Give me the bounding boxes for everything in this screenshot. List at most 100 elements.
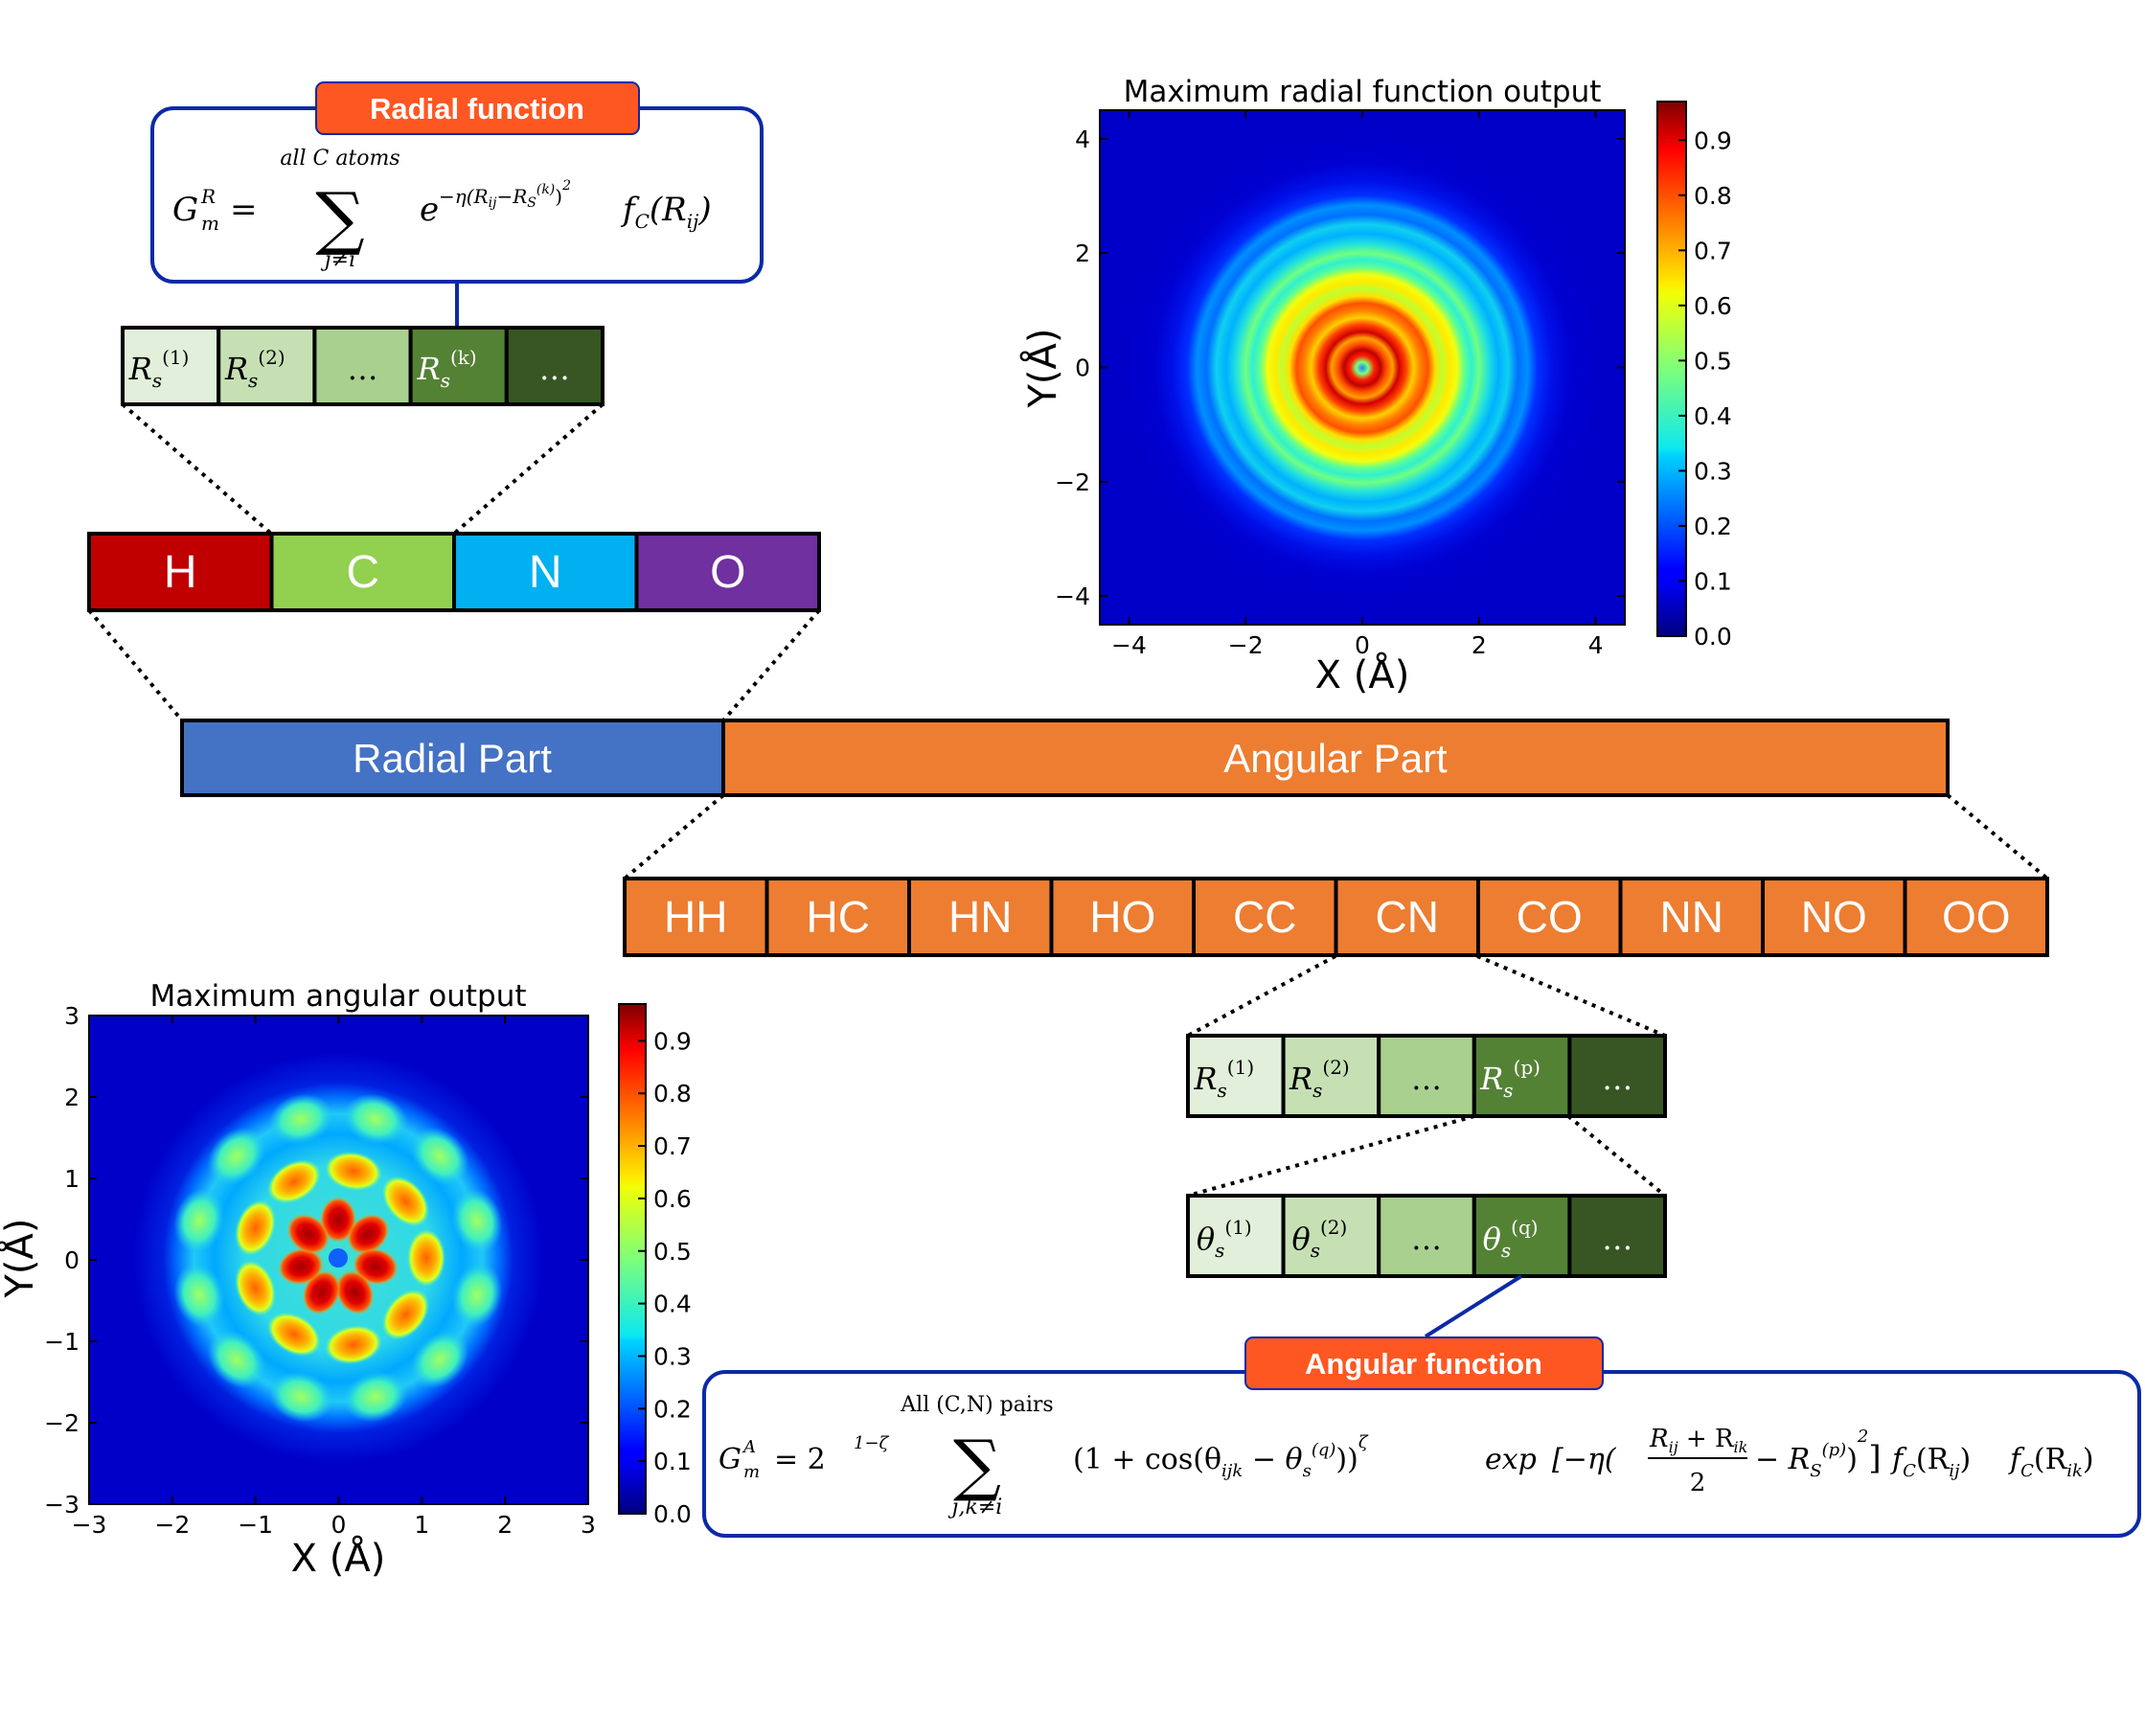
y-tick-label: 1 [64, 1165, 80, 1193]
angular-rs-cell-label: … [1411, 1061, 1442, 1097]
colorbar-tick-label: 0.5 [653, 1238, 692, 1266]
colorbar-tick-label: 0.6 [1694, 292, 1732, 320]
x-tick-label: 4 [1588, 631, 1604, 659]
angular-connector [1424, 1274, 1523, 1338]
x-tick-label: 3 [581, 1511, 596, 1539]
angular-rs-cell-label: Rs(p) [1479, 1056, 1540, 1102]
radial-chart-title: Maximum radial function output [1124, 75, 1602, 109]
angular-frac-num: Rij + Rik [1649, 1425, 1747, 1456]
y-tick-label: −1 [44, 1328, 80, 1356]
y-tick-label: 2 [1075, 240, 1090, 267]
colorbar-tick-label: 0.5 [1694, 347, 1732, 375]
pair-label: HH [664, 892, 727, 942]
angular-lhs: G [719, 1443, 742, 1476]
angular-rs-cell-label: Rs(2) [1289, 1056, 1350, 1102]
radial-axis-ticks: −4 −2 0 2 4 −4 −2 0 2 4 [1055, 110, 1625, 659]
angular-fc1: fC(Rij) [1890, 1443, 1971, 1481]
element-label: C [346, 547, 379, 598]
angular-y-axis-label: Y(Å) [0, 1218, 42, 1298]
radial-lhs-sub: m [201, 212, 219, 235]
y-tick-label: 3 [64, 1002, 80, 1030]
angular-lhs-sub: m [743, 1462, 760, 1482]
y-tick-label: −4 [1055, 582, 1090, 610]
radial-rs-cell-label: … [539, 351, 570, 387]
angular-rs-row: Rs(1) Rs(2)… Rs(p)… [1186, 1034, 1668, 1118]
angular-lhs-sup: A [742, 1437, 756, 1457]
radial-lhs: G [172, 191, 198, 229]
y-tick-label: −2 [44, 1409, 80, 1437]
x-tick-label: −3 [72, 1511, 107, 1539]
angular-frac-den: 2 [1690, 1469, 1706, 1497]
y-tick-label: −3 [44, 1491, 80, 1519]
colorbar-tick-label: 0.9 [1694, 126, 1732, 154]
radial-exp-base: e [420, 191, 439, 229]
angular-part-label: Angular Part [1223, 736, 1448, 781]
radial-sum-bottom: j≠i [320, 248, 355, 272]
x-tick-label: −2 [1228, 631, 1264, 659]
radial-function-box: Radial function G R m = all C atoms ∑ j≠… [150, 81, 764, 328]
x-tick-label: 0 [1355, 631, 1370, 659]
element-label: H [164, 547, 197, 598]
svg-text:G: G [172, 191, 198, 229]
angular-sum-sigma: ∑ [953, 1426, 1001, 1504]
angular-function-title: Angular function [1305, 1347, 1542, 1381]
colorbar-tick-label: 0.2 [1694, 513, 1732, 540]
pair-block [907, 877, 1054, 957]
pair-label: CC [1233, 892, 1296, 942]
angular-rs-cell [1472, 1034, 1572, 1118]
colorbar-tick-label: 0.8 [653, 1080, 692, 1108]
angular-heatmap-chart: Maximum angular output −3 −2 −1 0 1 2 3 −3 −2 −1 0… [0, 979, 692, 1581]
radial-rs-cell-label: Rs(1) [128, 346, 190, 392]
angular-formula: G A m = 2 1−ζ All (C,N) pairs ∑ j,k≠i (1… [719, 1393, 2094, 1519]
x-tick-label: −1 [238, 1511, 273, 1539]
x-tick-label: 2 [497, 1511, 513, 1539]
theta-cell [1377, 1194, 1476, 1278]
colorbar-tick-label: 0.1 [653, 1448, 692, 1475]
element-block-n [452, 532, 639, 612]
radial-rs-cell [121, 326, 221, 406]
pair-block [1476, 877, 1623, 957]
pair-label: HN [948, 892, 1012, 942]
radial-exp-power: −η(Rij−RS(k))2 [439, 178, 571, 211]
radial-formula: G R m = all C atoms ∑ j≠i e −η(Rij−RS(k)… [172, 147, 712, 272]
pair-label: OO [1942, 892, 2011, 942]
theta-cell-label: θs(2) [1291, 1216, 1347, 1262]
radial-part-label: Radial Part [353, 736, 552, 781]
angular-rs-cell [1186, 1034, 1286, 1118]
x-tick-label: −2 [154, 1511, 190, 1539]
pair-block [1761, 877, 1907, 957]
theta-cell [1281, 1194, 1381, 1278]
zoom-lines [87, 402, 2049, 1198]
element-label: O [710, 547, 745, 598]
x-tick-label: 0 [331, 1511, 347, 1539]
radial-colorbar [1656, 101, 1687, 637]
angular-minus-rs: − RS(p))2] [1755, 1427, 1882, 1481]
angular-sum-bottom: j,k≠i [947, 1496, 1003, 1519]
angular-term1: (1 + cos(θijk − θs(q)))ζ [1073, 1432, 1369, 1481]
theta-cell [1567, 1194, 1668, 1278]
pair-block [1192, 877, 1338, 957]
angular-axis-ticks: −3 −2 −1 0 1 2 3 −3 −2 −1 0 1 2 3 [44, 1002, 596, 1539]
colorbar-tick-label: 0.0 [1694, 623, 1732, 651]
colorbar-tick-label: 0.2 [653, 1395, 692, 1423]
angular-sum-top: All (C,N) pairs [900, 1393, 1053, 1417]
y-tick-label: 0 [1075, 354, 1090, 382]
angular-function-box: Angular function G A m = 2 1−ζ All (C,N)… [702, 1274, 2141, 1538]
parts-bar: Radial Part Angular Part [180, 719, 1950, 797]
angular-rs-cell [1567, 1034, 1668, 1118]
x-tick-label: 2 [1472, 631, 1487, 659]
colorbar-tick-label: 0.3 [1694, 457, 1732, 485]
angular-bracket-open: [−η( [1552, 1443, 1617, 1476]
colorbar-tick-label: 0.0 [653, 1500, 692, 1528]
element-block-h [87, 532, 274, 612]
angular-function-title-bg [1244, 1336, 1604, 1390]
x-tick-label: 1 [414, 1511, 429, 1539]
colorbar-tick-label: 0.6 [653, 1185, 692, 1213]
y-tick-label: 2 [64, 1084, 80, 1111]
theta-cell-label: … [1411, 1221, 1442, 1257]
radial-heatmap-chart: Maximum radial function output −4 −2 0 2 4−4… [1019, 75, 1732, 697]
radial-rs-row: Rs(1) Rs(2)… Rs(k)… [121, 326, 605, 406]
theta-row: θs(1) θs(2)… θs(q)… [1186, 1194, 1668, 1278]
element-block-o [634, 532, 821, 612]
